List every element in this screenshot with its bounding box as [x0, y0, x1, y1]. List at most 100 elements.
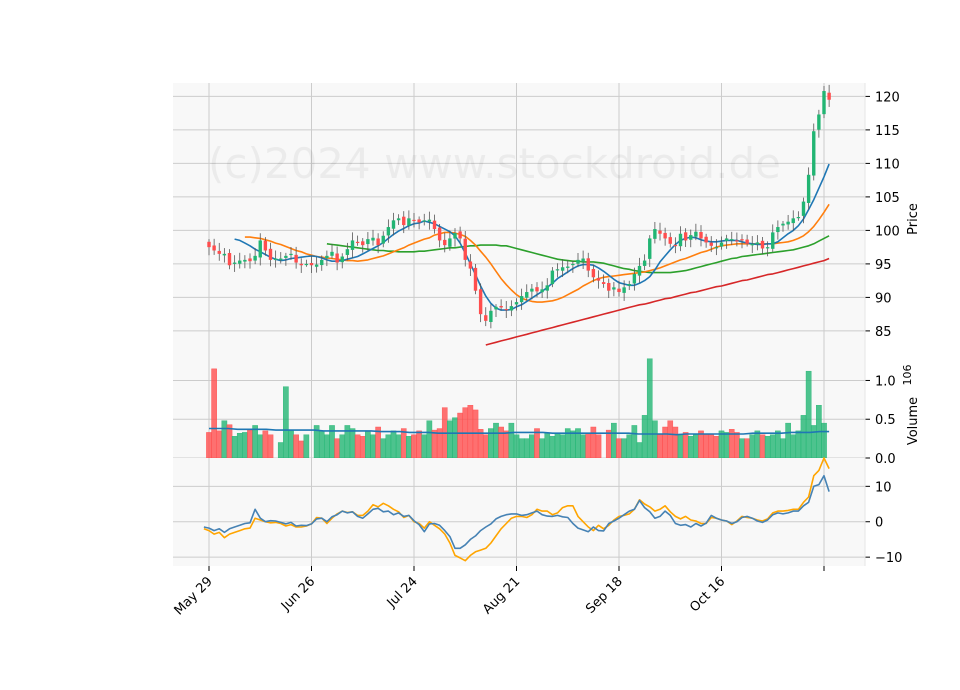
volume-axis-label: Volume	[906, 397, 921, 445]
volume-bar	[646, 358, 653, 459]
x-axis: May 29 Jun 26 Jul 24 Aug 21 Sep 18 Oct 16	[172, 566, 825, 618]
candle-body	[320, 259, 324, 266]
volume-bar	[775, 430, 781, 459]
candle-body	[350, 240, 355, 250]
candle-body	[525, 292, 529, 298]
candle-body	[581, 258, 585, 262]
oscillator-tick-label: −10	[875, 551, 902, 566]
candle-body	[335, 253, 339, 263]
volume-bar	[708, 434, 715, 459]
candle-body	[786, 221, 790, 225]
oscillator-panel: −10 0 10	[173, 457, 902, 566]
volume-bar	[318, 430, 325, 459]
candle-body	[550, 270, 555, 285]
candle-body	[345, 249, 350, 255]
volume-bar	[559, 434, 566, 459]
candle-body	[704, 236, 708, 243]
volume-bar	[216, 430, 223, 459]
watermark-text: (c)2024 www.stockdroid.de	[208, 139, 781, 188]
volume-bar	[529, 434, 535, 459]
candle-body	[263, 240, 268, 251]
volume-bar	[703, 434, 709, 459]
candle-body	[499, 305, 503, 308]
candle-body	[555, 269, 560, 271]
candle-body	[663, 232, 667, 239]
volume-bar	[482, 434, 489, 459]
price-tick-label: 100	[875, 224, 900, 239]
volume-bar	[498, 426, 504, 459]
volume-bar	[800, 415, 807, 459]
candle-body	[253, 255, 257, 261]
volume-bar	[641, 415, 648, 459]
candle-body	[617, 288, 621, 293]
candle-body	[709, 242, 713, 246]
price-tick-label: 110	[875, 157, 900, 172]
candle-body	[719, 242, 724, 247]
candle-body	[207, 241, 211, 248]
volume-bar	[267, 434, 274, 459]
volume-bar	[452, 417, 458, 459]
volume-bar	[769, 434, 776, 459]
volume-tick-label: 1.0	[875, 374, 896, 389]
candle-body	[519, 296, 524, 303]
volume-bar	[416, 430, 422, 459]
candle-body	[730, 239, 734, 241]
volume-bar	[221, 420, 228, 459]
volume-bar	[734, 432, 740, 459]
x-tick-label: Jul 24	[384, 574, 421, 611]
price-axis-label: Price	[906, 203, 921, 235]
candle-body	[273, 258, 278, 261]
volume-bar	[759, 434, 766, 459]
volume-bar	[508, 422, 515, 459]
volume-ma-line	[209, 427, 830, 436]
volume-bar	[339, 434, 346, 459]
candle-body	[827, 92, 831, 100]
volume-bar	[739, 438, 745, 459]
volume-bar	[513, 434, 520, 459]
candle-body	[304, 263, 309, 266]
candle-body	[678, 233, 683, 247]
volume-bar	[590, 426, 597, 459]
volume-bar	[723, 432, 730, 459]
candle-body	[340, 256, 344, 263]
candle-body	[396, 218, 401, 221]
candle-body	[642, 260, 647, 266]
volume-bar	[288, 430, 294, 459]
volume-bar	[523, 438, 530, 459]
candle-body	[632, 273, 637, 284]
volume-bar	[616, 438, 622, 459]
price-tick-label: 115	[875, 124, 900, 139]
ma-long-line	[485, 257, 830, 346]
candle-body	[694, 231, 698, 237]
candle-body	[673, 244, 678, 247]
volume-panel: 0.0 0.5 1.0	[173, 351, 896, 467]
price-tick-label: 95	[875, 258, 892, 273]
volume-bar	[324, 434, 330, 459]
candle-body	[740, 239, 744, 241]
volume-bar	[754, 430, 761, 459]
candle-body	[432, 220, 437, 230]
volume-bar	[657, 434, 663, 459]
candle-body	[407, 218, 411, 226]
price-tick-label: 120	[875, 90, 900, 105]
volume-bar	[626, 434, 633, 459]
volume-bar	[810, 425, 817, 459]
candle-body	[535, 287, 539, 292]
volume-bar	[298, 440, 305, 459]
volume-bar	[293, 434, 299, 459]
candle-body	[601, 282, 606, 284]
candle-body	[612, 287, 616, 290]
candle-body	[637, 265, 642, 276]
volume-bar	[687, 436, 694, 459]
price-tick-label: 105	[875, 191, 900, 206]
candle-body	[755, 242, 760, 245]
price-tick-label: 85	[875, 325, 892, 340]
volume-bar	[390, 430, 397, 459]
volume-bar	[549, 436, 556, 459]
volume-bar	[764, 436, 771, 459]
candle-body	[571, 263, 575, 266]
volume-bar	[805, 370, 812, 459]
candle-body	[258, 240, 262, 258]
candle-body	[443, 239, 447, 246]
